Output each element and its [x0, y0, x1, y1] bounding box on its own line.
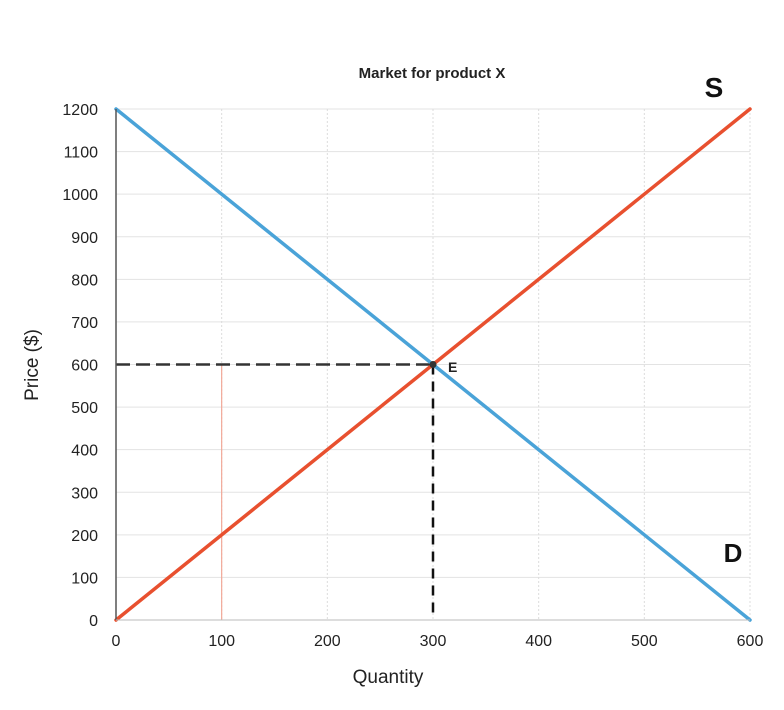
x-tick-label: 300	[420, 633, 447, 650]
x-tick-label: 500	[631, 633, 658, 650]
series	[114, 107, 752, 622]
demand-curve-label: D	[724, 538, 743, 568]
y-tick-label: 900	[71, 230, 98, 247]
y-axis-label: Price ($)	[22, 329, 43, 401]
guides	[116, 363, 435, 620]
x-tick-label: 200	[314, 633, 341, 650]
y-tick-label: 0	[89, 613, 98, 630]
y-tick-label: 300	[71, 485, 98, 502]
y-tick-label: 600	[71, 358, 98, 375]
x-tick-label: 0	[112, 633, 121, 650]
equilibrium-point	[429, 361, 437, 368]
y-tick-label: 100	[71, 570, 98, 587]
y-tick-label: 800	[71, 272, 98, 289]
y-tick-label: 500	[71, 400, 98, 417]
y-tick-label: 700	[71, 315, 98, 332]
y-tick-label: 1100	[64, 145, 99, 162]
supply-curve-label: S	[705, 72, 724, 103]
x-tick-label: 100	[208, 633, 235, 650]
axes: 0100200300400500600700800900100011001200…	[62, 102, 763, 650]
x-axis-label: Quantity	[353, 667, 424, 688]
y-tick-label: 200	[71, 528, 98, 545]
x-tick-label: 400	[525, 633, 552, 650]
y-tick-label: 1200	[62, 102, 98, 119]
chart-title: Market for product X	[359, 65, 506, 82]
equilibrium-label: E	[448, 359, 457, 375]
y-tick-label: 400	[71, 443, 98, 460]
y-tick-label: 1000	[62, 187, 98, 204]
x-tick-label: 600	[737, 633, 764, 650]
labels: Market for product X Quantity Price ($) …	[22, 65, 742, 688]
